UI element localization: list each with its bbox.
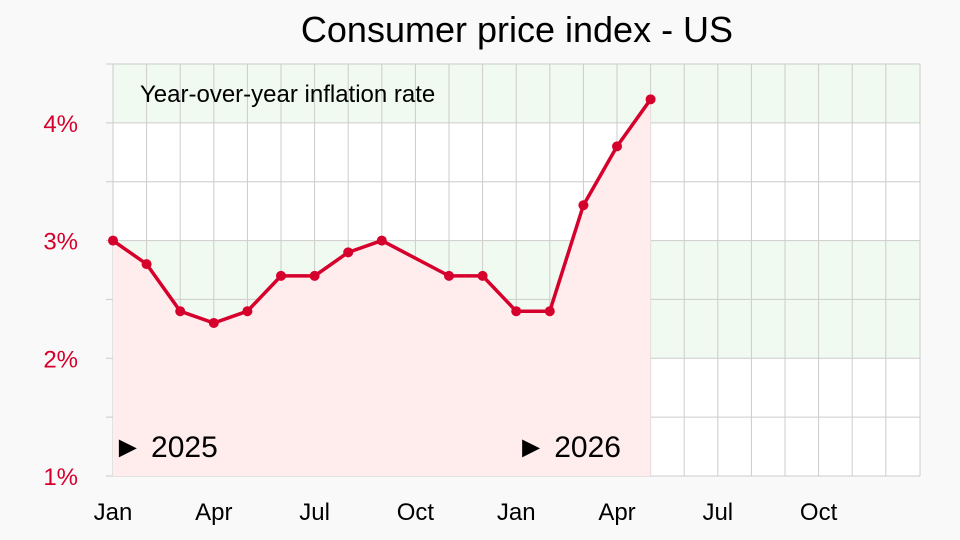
- year-label: ► 2026: [516, 431, 621, 464]
- x-tick-label: Oct: [397, 499, 435, 526]
- data-point: [477, 270, 488, 281]
- x-tick-label: Jan: [94, 499, 133, 526]
- y-tick-label: 1%: [43, 464, 78, 491]
- data-point: [645, 94, 656, 105]
- y-tick-label: 4%: [43, 111, 78, 138]
- data-point: [242, 306, 253, 317]
- series-area: [113, 99, 651, 477]
- data-points: [108, 94, 656, 328]
- data-point: [309, 270, 320, 281]
- chart-title: Consumer price index - US: [301, 9, 733, 50]
- data-point: [376, 235, 387, 246]
- y-tick-label: 3%: [43, 229, 78, 256]
- x-tick-label: Apr: [195, 499, 232, 526]
- data-point: [612, 141, 622, 152]
- data-point: [208, 317, 219, 328]
- series-line: [111, 98, 653, 325]
- data-point: [175, 306, 186, 317]
- data-point: [343, 247, 354, 258]
- x-axis-ticks: Jan Apr Jul Oct Jan Apr Jul Oct: [94, 499, 838, 526]
- data-point: [444, 270, 454, 281]
- year-labels: ► 2025 ► 2026: [113, 431, 621, 464]
- data-point: [276, 270, 286, 281]
- chart-subtitle: Year-over-year inflation rate: [140, 81, 435, 108]
- area-fill: [113, 99, 651, 477]
- data-point: [578, 200, 589, 211]
- x-tick-label: Apr: [598, 499, 635, 526]
- x-tick-label: Jan: [497, 499, 536, 526]
- series-line-group: [111, 98, 653, 325]
- y-tick-label: 2%: [43, 346, 78, 373]
- data-point: [511, 306, 522, 317]
- y-axis-ticks: 1% 2% 3% 4%: [43, 111, 78, 491]
- x-tick-label: Jul: [299, 499, 330, 526]
- year-label: ► 2025: [113, 431, 218, 464]
- data-point: [141, 259, 152, 270]
- x-tick-label: Jul: [702, 499, 733, 526]
- x-tick-label: Oct: [800, 499, 838, 526]
- data-point: [108, 235, 118, 246]
- data-point: [544, 306, 555, 317]
